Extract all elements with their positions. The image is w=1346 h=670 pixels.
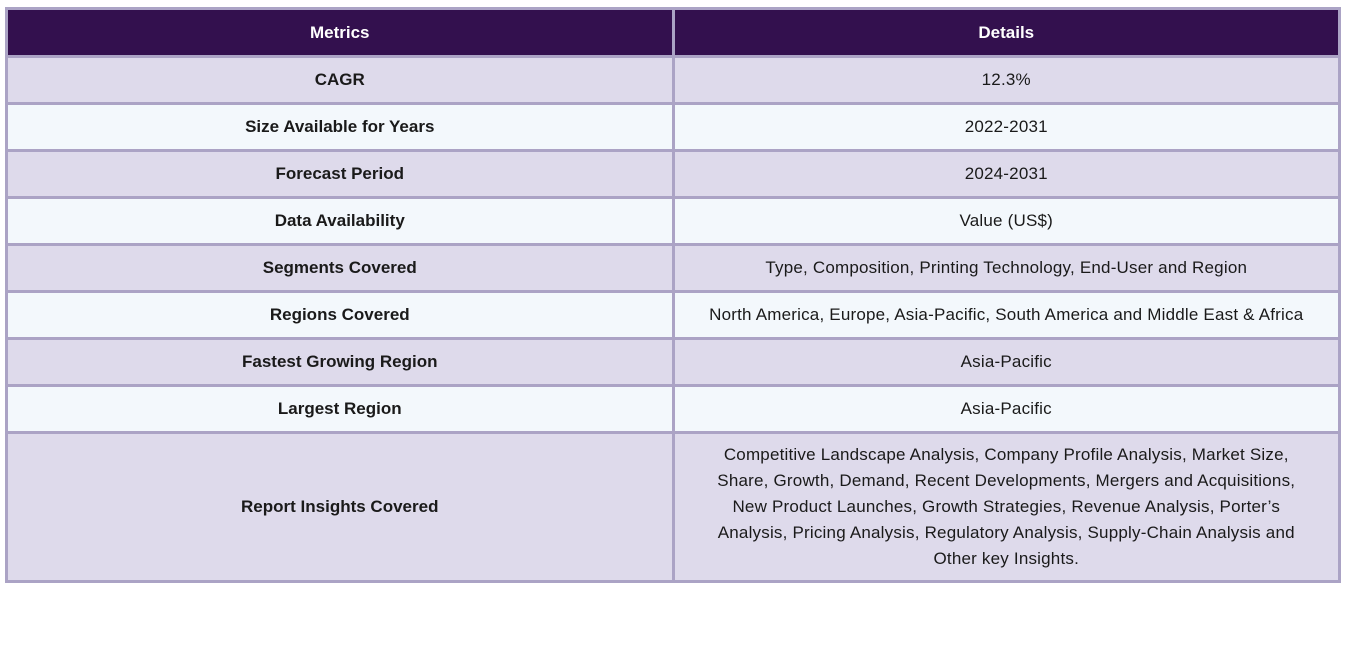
details-column-header: Details <box>671 7 1341 58</box>
table-body: CAGR 12.3% Size Available for Years 2022-20… <box>5 55 1341 583</box>
table-header: Metrics Details <box>5 7 1341 58</box>
metric-cell: Largest Region <box>5 384 675 434</box>
metric-cell: Forecast Period <box>5 149 675 199</box>
table-row: Data Availability Value (US$) <box>5 196 1341 246</box>
metric-cell: Segments Covered <box>5 243 675 293</box>
metric-cell: Regions Covered <box>5 290 675 340</box>
metrics-column-header: Metrics <box>5 7 675 58</box>
metric-cell: CAGR <box>5 55 675 105</box>
table-row: Fastest Growing Region Asia-Pacific <box>5 337 1341 387</box>
metric-cell: Report Insights Covered <box>5 431 675 583</box>
table-row: Size Available for Years 2022-2031 <box>5 102 1341 152</box>
table-row: Segments Covered Type, Composition, Print… <box>5 243 1341 293</box>
detail-cell: North America, Europe, Asia-Pacific, Sou… <box>671 290 1341 340</box>
report-scope-table: Metrics Details CAGR 12.3% Size Available … <box>5 7 1341 583</box>
table-row: Forecast Period 2024-2031 <box>5 149 1341 199</box>
detail-cell: Competitive Landscape Analysis, Company … <box>671 431 1341 583</box>
detail-cell: Asia-Pacific <box>671 384 1341 434</box>
detail-cell: 2024-2031 <box>671 149 1341 199</box>
metric-cell: Size Available for Years <box>5 102 675 152</box>
table-row: CAGR 12.3% <box>5 55 1341 105</box>
table-row: Regions Covered North America, Europe, As… <box>5 290 1341 340</box>
metric-cell: Data Availability <box>5 196 675 246</box>
detail-cell: Type, Composition, Printing Technology, … <box>671 243 1341 293</box>
detail-cell: 12.3% <box>671 55 1341 105</box>
detail-cell: Asia-Pacific <box>671 337 1341 387</box>
metric-cell: Fastest Growing Region <box>5 337 675 387</box>
detail-cell: 2022-2031 <box>671 102 1341 152</box>
detail-cell: Value (US$) <box>671 196 1341 246</box>
header-row: Metrics Details <box>5 7 1341 58</box>
table-row: Report Insights Covered Competitive Lands… <box>5 431 1341 583</box>
table-row: Largest Region Asia-Pacific <box>5 384 1341 434</box>
